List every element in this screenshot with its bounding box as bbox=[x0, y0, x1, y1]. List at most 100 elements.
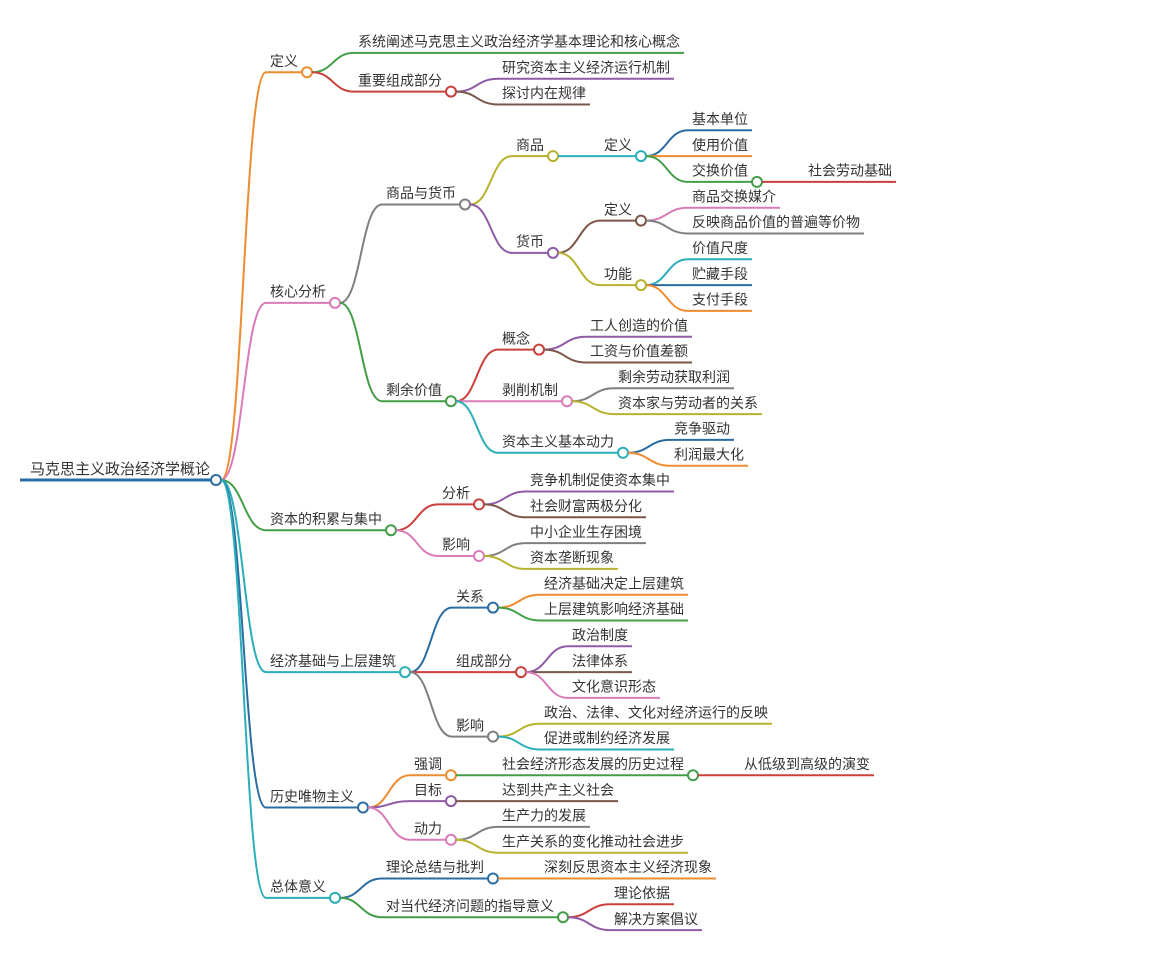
node-label: 政治制度 bbox=[572, 627, 628, 643]
node-dot bbox=[752, 177, 762, 187]
node-dot bbox=[358, 803, 368, 813]
node-label: 重要组成部分 bbox=[358, 72, 442, 88]
edge bbox=[628, 440, 670, 453]
node-dot bbox=[400, 667, 410, 677]
node-dot bbox=[488, 874, 498, 884]
node-dot bbox=[534, 345, 544, 355]
edge bbox=[340, 303, 382, 401]
edge bbox=[572, 388, 614, 401]
node-dot bbox=[330, 893, 340, 903]
node-label: 工资与价值差额 bbox=[590, 343, 688, 359]
node-dot bbox=[548, 248, 558, 258]
node-dot bbox=[636, 280, 646, 290]
edge bbox=[396, 504, 438, 530]
edge bbox=[368, 775, 410, 807]
edge bbox=[456, 401, 498, 453]
node-label: 价值尺度 bbox=[692, 240, 748, 256]
edge bbox=[368, 808, 410, 840]
node-dot bbox=[446, 770, 456, 780]
node-label: 政治、法律、文化对经济运行的反映 bbox=[544, 704, 768, 720]
edge bbox=[568, 917, 610, 930]
node-label: 使用价值 bbox=[692, 137, 748, 153]
node-label: 法律体系 bbox=[572, 653, 628, 669]
node-label: 交换价值 bbox=[692, 163, 748, 179]
edge bbox=[544, 350, 586, 363]
edge bbox=[484, 504, 526, 517]
edge bbox=[572, 401, 614, 414]
node-dot bbox=[386, 525, 396, 535]
edge bbox=[410, 608, 452, 673]
node-label: 社会劳动基础 bbox=[808, 163, 892, 179]
edge bbox=[558, 221, 600, 253]
edge bbox=[410, 672, 452, 737]
node-label: 概念 bbox=[502, 330, 530, 346]
node-label: 支付手段 bbox=[692, 292, 748, 308]
node-label: 影响 bbox=[442, 537, 470, 553]
edge bbox=[484, 543, 526, 556]
node-dot bbox=[488, 603, 498, 613]
node-label: 关系 bbox=[456, 588, 484, 604]
node-label: 深刻反思资本主义经济现象 bbox=[544, 859, 712, 875]
node-label: 促进或制约经济发展 bbox=[544, 730, 670, 746]
node-dot bbox=[636, 216, 646, 226]
node-label: 资本家与劳动者的关系 bbox=[618, 395, 758, 411]
edge bbox=[470, 204, 512, 252]
node-dot bbox=[516, 667, 526, 677]
node-label: 工人创造的价值 bbox=[590, 317, 688, 333]
node-label: 反映商品价值的普遍等价物 bbox=[692, 214, 860, 230]
node-label: 资本垄断现象 bbox=[530, 550, 614, 566]
node-label: 剥削机制 bbox=[502, 382, 558, 398]
node-dot bbox=[562, 396, 572, 406]
node-dot bbox=[688, 770, 698, 780]
node-label: 定义 bbox=[604, 137, 632, 153]
node-label: 货币 bbox=[516, 234, 544, 250]
edge bbox=[646, 208, 688, 221]
edge bbox=[368, 801, 410, 807]
node-label: 达到共产主义社会 bbox=[502, 782, 614, 798]
node-label: 基本单位 bbox=[692, 111, 748, 127]
node-dot bbox=[330, 298, 340, 308]
edge bbox=[484, 556, 526, 569]
edge bbox=[312, 53, 354, 72]
node-dot bbox=[302, 67, 312, 77]
edge bbox=[221, 72, 266, 480]
edge bbox=[221, 480, 266, 898]
node-label: 理论总结与批判 bbox=[386, 859, 484, 875]
node-dot bbox=[488, 732, 498, 742]
node-dot bbox=[474, 551, 484, 561]
edge bbox=[646, 221, 688, 234]
edge bbox=[396, 530, 438, 556]
node-label: 生产关系的变化推动社会进步 bbox=[502, 833, 684, 849]
node-label: 商品与货币 bbox=[386, 185, 456, 201]
edge bbox=[498, 724, 540, 737]
node-label: 功能 bbox=[604, 266, 632, 282]
edge bbox=[558, 253, 600, 285]
node-label: 总体意义 bbox=[270, 879, 326, 895]
node-label: 理论依据 bbox=[614, 885, 670, 901]
node-label: 资本的积累与集中 bbox=[270, 511, 382, 527]
edge bbox=[544, 337, 586, 350]
node-dot bbox=[446, 796, 456, 806]
edge bbox=[498, 608, 540, 621]
node-label: 上层建筑影响经济基础 bbox=[544, 601, 684, 617]
root-label: 马克思主义政治经济学概论 bbox=[30, 461, 210, 478]
node-label: 经济基础决定上层建筑 bbox=[544, 575, 684, 591]
node-label: 从低级到高级的演变 bbox=[744, 756, 870, 772]
node-label: 影响 bbox=[456, 717, 484, 733]
edge bbox=[456, 350, 498, 402]
edge bbox=[646, 156, 688, 182]
edge bbox=[340, 898, 382, 917]
node-dot bbox=[446, 87, 456, 97]
node-label: 贮藏手段 bbox=[692, 266, 748, 282]
edge bbox=[456, 79, 498, 92]
node-label: 资本主义基本动力 bbox=[502, 434, 614, 450]
edge bbox=[498, 737, 540, 750]
node-label: 定义 bbox=[604, 201, 632, 217]
node-dot bbox=[474, 499, 484, 509]
edge bbox=[456, 827, 498, 840]
node-label: 社会经济形态发展的历史过程 bbox=[502, 756, 684, 772]
node-label: 生产力的发展 bbox=[502, 808, 586, 824]
node-label: 目标 bbox=[414, 782, 442, 798]
root-node-dot bbox=[211, 475, 221, 485]
node-label: 利润最大化 bbox=[674, 446, 744, 462]
